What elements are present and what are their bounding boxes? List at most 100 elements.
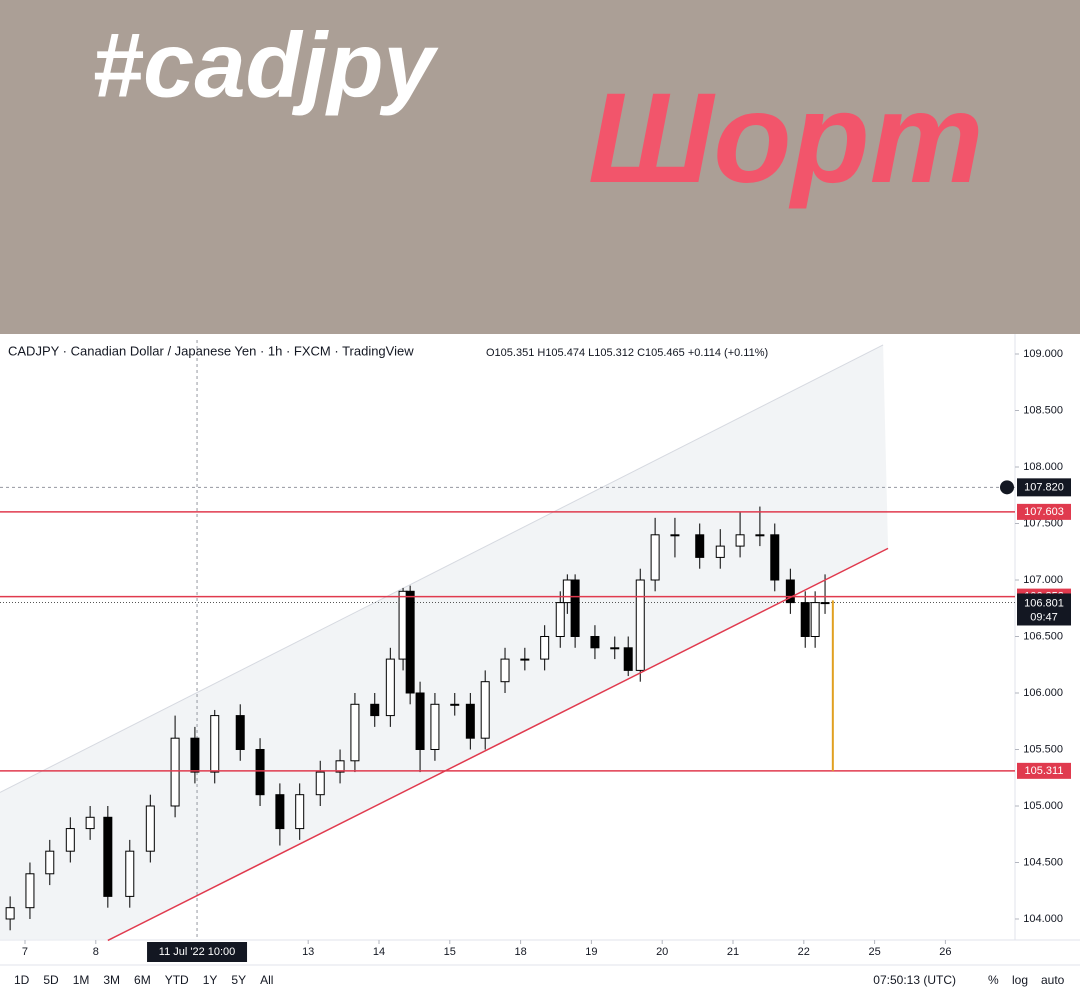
candle-body	[735, 534, 745, 547]
y-tick-label: 108.500	[1023, 404, 1063, 416]
range-button[interactable]: 5D	[43, 973, 59, 987]
y-tick-label: 106.000	[1023, 687, 1063, 699]
x-tick-label: 25	[868, 946, 880, 958]
candle-body	[350, 703, 360, 762]
candle-body	[555, 602, 565, 637]
clock: 07:50:13 (UTC)	[873, 973, 956, 987]
short-label: Шорт	[588, 67, 984, 210]
y-tick-label: 105.500	[1023, 743, 1063, 755]
candle-body	[500, 658, 510, 683]
overlay: 107.603106.853105.311107.820106.80109:47…	[14, 478, 1071, 987]
x-tick-label: 15	[444, 946, 456, 958]
candle-body	[715, 545, 725, 558]
range-button[interactable]: 1D	[14, 973, 30, 987]
candle-body	[635, 579, 645, 671]
candle-body	[235, 715, 245, 750]
y-tick-label: 108.000	[1023, 461, 1063, 473]
candle-body	[520, 658, 530, 661]
y-tick-label: 104.000	[1023, 913, 1063, 925]
candle-body	[540, 635, 550, 660]
crosshair-time-label: 11 Jul '22 10:00	[159, 946, 236, 958]
candle-body	[755, 534, 765, 537]
x-tick-label: 18	[514, 946, 526, 958]
candle-body	[450, 703, 460, 706]
candle-body	[145, 805, 155, 852]
candle-body	[570, 579, 580, 637]
add-alert-button[interactable]	[1000, 480, 1014, 495]
hashtag: #cadjpy	[92, 14, 438, 116]
crosshair-price-tag	[1017, 478, 1071, 497]
y-tick-label: 109.000	[1023, 348, 1063, 360]
candle-body	[800, 602, 810, 637]
range-button[interactable]: 1M	[73, 973, 90, 987]
candle-body	[480, 681, 490, 739]
level-tag	[1017, 503, 1071, 520]
countdown-label: 09:47	[1030, 611, 1058, 623]
candle-body	[5, 907, 15, 920]
candle-body	[650, 534, 660, 581]
candle-body	[370, 703, 380, 717]
axis-option[interactable]: log	[1012, 973, 1028, 987]
candle-body	[430, 703, 440, 750]
candle-body	[785, 579, 795, 604]
y-tick-label: 106.500	[1023, 630, 1063, 642]
candle-body	[25, 873, 35, 909]
candle-body	[275, 794, 285, 830]
candle-body	[385, 658, 395, 717]
axis-option[interactable]: %	[988, 973, 999, 987]
level-label: 105.311	[1025, 765, 1064, 777]
candle-body	[590, 635, 600, 649]
candle-body	[85, 816, 95, 830]
candle-body	[465, 703, 475, 739]
candle-body	[255, 748, 265, 796]
y-tick-label: 105.000	[1023, 800, 1063, 812]
symbol-title: CADJPY · Canadian Dollar / Japanese Yen …	[8, 343, 414, 358]
x-tick-label: 21	[727, 946, 739, 958]
crosshair-price-label: 107.820	[1024, 481, 1064, 493]
x-tick-label: 26	[939, 946, 951, 958]
candle-body	[562, 579, 572, 604]
candle-body	[65, 828, 75, 852]
axis-option[interactable]: auto	[1041, 973, 1065, 987]
x-tick-label: 14	[373, 946, 385, 958]
candle-body	[695, 534, 705, 558]
candle-body	[770, 534, 780, 581]
level-label: 107.603	[1024, 506, 1064, 518]
candle-body	[820, 602, 830, 605]
x-tick-label: 8	[93, 946, 99, 958]
x-tick-label: 7	[22, 946, 28, 958]
x-tick-label: 13	[302, 946, 314, 958]
last-price-tag	[1017, 593, 1071, 626]
last-price-label: 106.801	[1024, 597, 1064, 609]
candle-body	[405, 590, 415, 694]
y-tick-label: 107.500	[1023, 517, 1063, 529]
candle-body	[45, 850, 55, 875]
candle-body	[610, 647, 620, 650]
y-tick-label: 104.500	[1023, 856, 1063, 868]
x-tick-label: 19	[585, 946, 597, 958]
candle-body	[810, 602, 820, 637]
candle-body	[103, 816, 113, 897]
channel-upper	[0, 344, 884, 793]
banner	[0, 0, 1080, 334]
level-tag	[1017, 762, 1071, 779]
x-tick-label: 20	[656, 946, 668, 958]
candle-body	[335, 760, 345, 773]
range-button[interactable]: YTD	[165, 973, 189, 987]
range-button[interactable]: 5Y	[231, 973, 246, 987]
candle-body	[125, 850, 135, 897]
channel-lower	[107, 547, 889, 942]
y-tick-label: 107.000	[1023, 574, 1063, 586]
range-button[interactable]: 6M	[134, 973, 151, 987]
candle-body	[190, 737, 200, 773]
range-button[interactable]: 1Y	[203, 973, 218, 987]
candle-body	[670, 534, 680, 537]
ohlc-legend: O105.351 H105.474 L105.312 C105.465 +0.1…	[486, 347, 768, 359]
candle-body	[210, 715, 220, 773]
channel-fill	[0, 344, 889, 941]
range-button[interactable]: All	[260, 973, 273, 987]
range-button[interactable]: 3M	[103, 973, 120, 987]
plot: 104.000 104.500 105.000 105.500 106.000 106.5…	[0, 340, 1063, 958]
candle-body	[623, 647, 633, 671]
